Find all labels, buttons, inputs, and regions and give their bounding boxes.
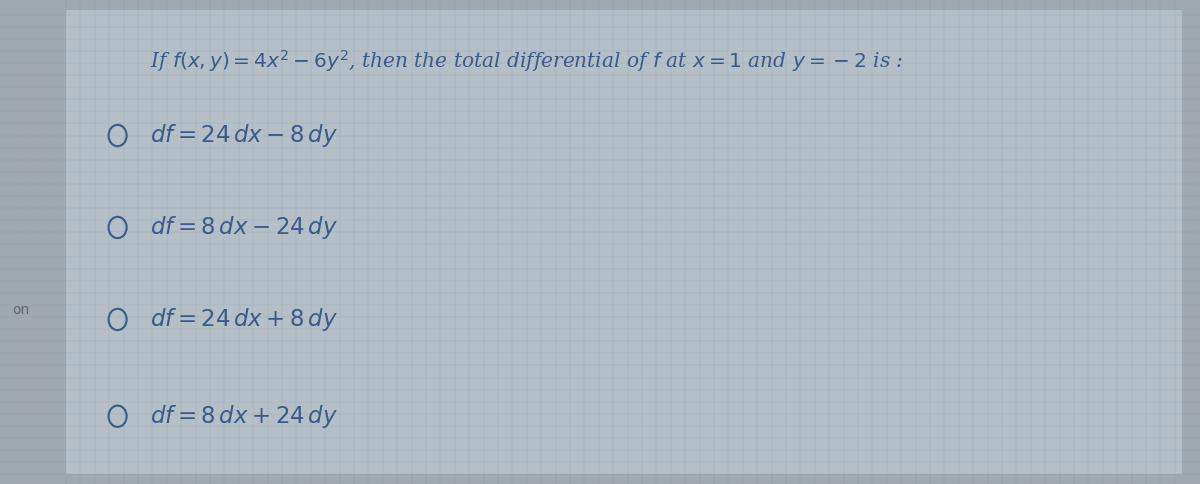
Text: $df = 24\,dx + 8\,dy$: $df = 24\,dx + 8\,dy$ (150, 306, 338, 333)
Text: If $f(x, y) = 4x^2 - 6y^2$, then the total differential of $f$ at $x = 1$ and $y: If $f(x, y) = 4x^2 - 6y^2$, then the tot… (150, 48, 904, 75)
Text: on: on (12, 303, 29, 317)
Text: $df = 8\,dx + 24\,dy$: $df = 8\,dx + 24\,dy$ (150, 403, 338, 430)
Text: $df = 24\,dx - 8\,dy$: $df = 24\,dx - 8\,dy$ (150, 122, 338, 149)
FancyBboxPatch shape (66, 10, 1182, 474)
Text: $df = 8\,dx - 24\,dy$: $df = 8\,dx - 24\,dy$ (150, 214, 338, 241)
